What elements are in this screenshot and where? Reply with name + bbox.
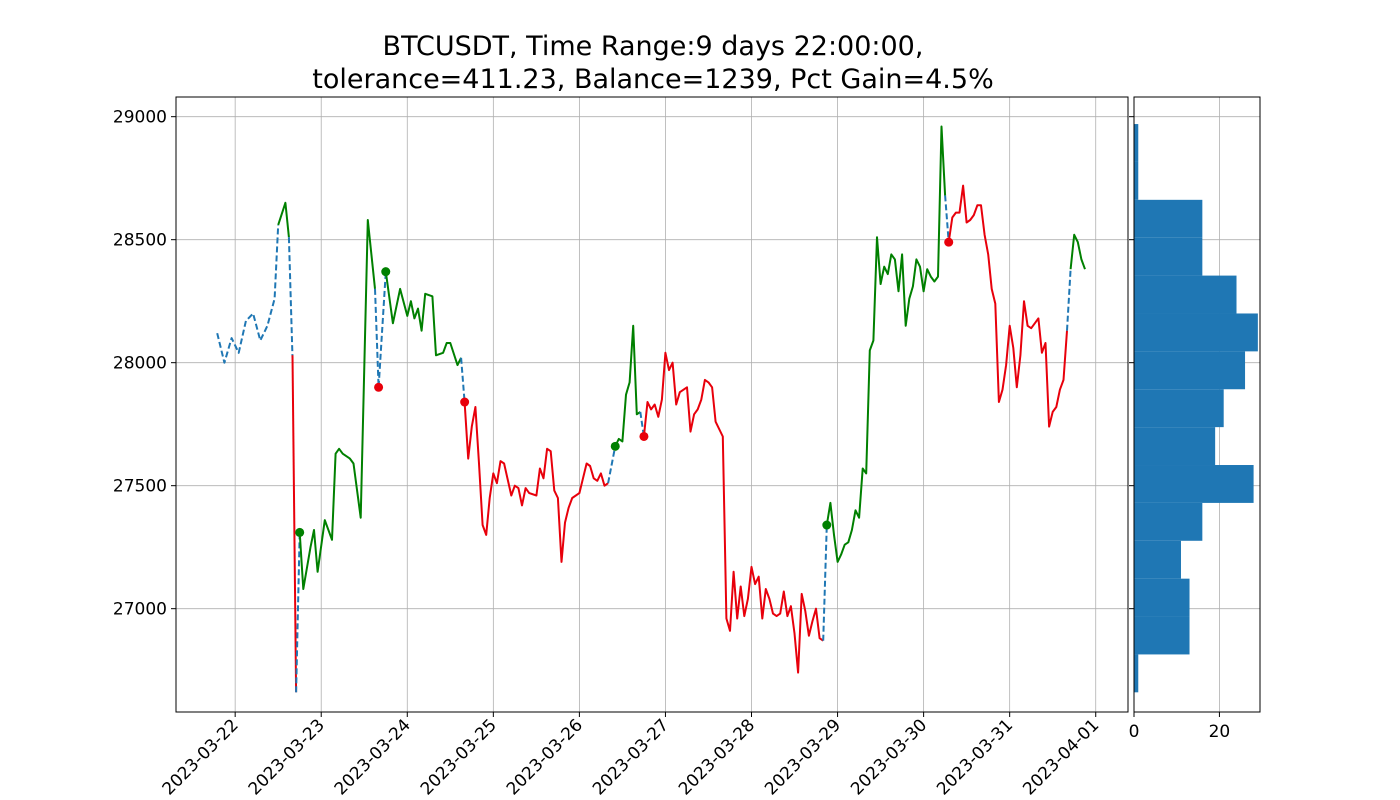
sell-marker <box>460 397 470 407</box>
long-price-segment <box>1069 233 1086 270</box>
histogram-bar <box>1134 161 1139 200</box>
histogram-bar <box>1134 616 1190 655</box>
y-tick-label: 27000 <box>113 600 167 620</box>
neutral-price-segment <box>822 524 828 641</box>
buy-marker <box>381 267 391 277</box>
neutral-price-segment <box>374 271 387 389</box>
neutral-price-segment <box>287 237 294 358</box>
long-price-segment <box>825 125 947 563</box>
neutral-price-segment <box>216 224 280 364</box>
y-tick-label: 27500 <box>113 477 167 497</box>
price-series <box>216 125 1086 693</box>
histogram-bar <box>1134 199 1203 238</box>
histogram-bar <box>1134 465 1254 503</box>
trade-markers <box>295 237 954 537</box>
short-price-segment <box>463 401 609 563</box>
histogram-bar <box>1134 389 1224 428</box>
sell-marker <box>374 382 384 392</box>
histogram-bars <box>1134 124 1258 693</box>
y-tick-label: 29000 <box>113 108 167 128</box>
neutral-price-segment <box>607 446 617 484</box>
long-price-segment <box>614 324 641 447</box>
short-price-segment <box>291 355 298 693</box>
histogram-bar <box>1134 237 1203 276</box>
price-grid <box>176 97 1128 712</box>
histogram-axes-frame <box>1133 96 1261 713</box>
long-price-segment <box>277 201 290 238</box>
short-price-segment <box>642 351 824 674</box>
buy-marker <box>610 441 620 451</box>
price-axes-frame <box>175 96 1129 713</box>
buy-marker <box>295 527 305 537</box>
y-tick-label: 28000 <box>113 354 167 374</box>
short-price-segment <box>947 184 1068 428</box>
histogram-bar <box>1134 275 1237 314</box>
y-tick-label: 28500 <box>113 231 167 251</box>
neutral-price-segment <box>1066 269 1072 331</box>
neutral-price-segment <box>944 195 950 243</box>
long-price-segment <box>384 271 462 367</box>
histogram-bar <box>1134 502 1203 541</box>
histogram-bar <box>1134 540 1181 579</box>
sell-marker <box>944 237 954 247</box>
long-price-segment <box>298 219 376 590</box>
chart-title-line-2: tolerance=411.23, Balance=1239, Pct Gain… <box>312 64 993 95</box>
chart-title-line-1: BTCUSDT, Time Range:9 days 22:00:00, <box>383 31 924 62</box>
histogram-bar <box>1134 124 1139 162</box>
histogram-x-tick-label: 20 <box>1209 722 1231 742</box>
histogram-bar <box>1134 427 1216 466</box>
histogram-axes <box>1133 96 1261 713</box>
sell-marker <box>639 431 649 441</box>
histogram-bar <box>1134 313 1258 352</box>
histogram-bar <box>1134 654 1139 693</box>
neutral-price-segment <box>460 357 466 403</box>
histogram-x-tick-label: 0 <box>1129 722 1140 742</box>
buy-marker <box>822 520 832 530</box>
histogram-bar <box>1134 578 1190 617</box>
histogram-bar <box>1134 351 1246 390</box>
